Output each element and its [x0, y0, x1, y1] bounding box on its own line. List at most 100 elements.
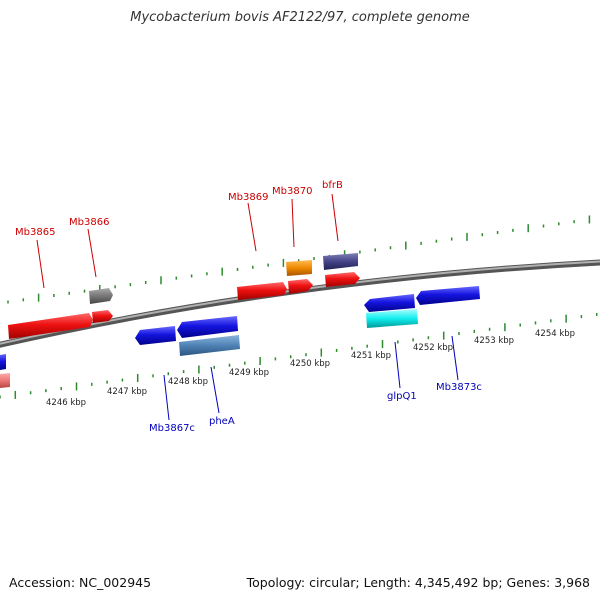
reverse-genes — [0, 286, 480, 388]
gene-label-mb3865[interactable]: Mb3865 — [15, 227, 55, 238]
gene-bfrb[interactable] — [325, 272, 360, 287]
track-tick — [14, 390, 17, 399]
leader-lines — [36, 193, 459, 421]
track-tick — [289, 355, 292, 359]
gene-mb3869[interactable] — [237, 282, 287, 300]
gene-phea-blue[interactable] — [177, 316, 238, 338]
track-tick — [175, 276, 178, 280]
track-tick — [7, 300, 9, 304]
gene-label-mb3869[interactable]: Mb3869 — [228, 192, 268, 203]
gene-glpq1-blue[interactable] — [364, 294, 415, 312]
track-tick — [68, 291, 70, 295]
leader-line — [331, 193, 339, 242]
track-tick — [297, 259, 300, 263]
ruler-label: 4251 kbp — [351, 351, 391, 361]
gene-label-bfrb[interactable]: bfrB — [322, 180, 343, 191]
gene-edge-pink[interactable] — [0, 373, 10, 388]
track-tick — [53, 293, 55, 297]
gene-mb3866[interactable] — [89, 288, 113, 304]
track-tick — [29, 391, 32, 395]
gene-mb3865[interactable] — [8, 313, 93, 339]
gene-edge-blue[interactable] — [0, 354, 6, 370]
track-tick — [558, 222, 560, 226]
gene-label-phea[interactable]: pheA — [209, 416, 235, 427]
track-tick — [420, 241, 422, 245]
track-tick — [351, 346, 353, 350]
track-tick — [527, 224, 529, 233]
track-tick — [496, 231, 499, 235]
ruler-label: 4253 kbp — [474, 336, 514, 346]
leader-line — [163, 374, 170, 421]
track-tick — [60, 387, 62, 391]
track-tick — [374, 248, 376, 252]
leader-line — [451, 335, 459, 381]
gene-mb3866-arrow[interactable] — [92, 310, 113, 323]
ruler-label: 4249 kbp — [229, 368, 269, 378]
gene-mb3870[interactable] — [288, 279, 313, 294]
track-tick — [313, 257, 315, 261]
track-tick — [198, 365, 200, 374]
leader-line — [210, 366, 220, 414]
track-tick — [252, 265, 254, 269]
track-tick — [160, 276, 162, 285]
track-tick — [121, 378, 124, 382]
track-tick — [412, 338, 414, 342]
track-tick — [83, 289, 86, 293]
track-tick — [206, 272, 208, 276]
track-tick — [305, 353, 307, 357]
gene-bfrb-top[interactable] — [323, 253, 358, 270]
track-tick — [427, 336, 430, 340]
gene-label-mb3873c[interactable]: Mb3873c — [436, 382, 482, 393]
gene-mb3873c[interactable] — [416, 286, 480, 305]
leader-line — [36, 239, 45, 289]
track-tick — [335, 348, 338, 352]
ruler-label: 4254 kbp — [535, 329, 575, 339]
track-tick — [320, 348, 323, 357]
gene-label-mb3867c[interactable]: Mb3867c — [149, 423, 195, 434]
track-tick — [129, 283, 132, 287]
track-tick — [450, 237, 453, 241]
track-tick — [259, 357, 261, 366]
gene-label-mb3866[interactable]: Mb3866 — [69, 217, 109, 228]
track-tick — [435, 239, 438, 243]
ruler-label: 4250 kbp — [290, 359, 330, 369]
track-tick — [442, 331, 445, 340]
track-tick — [550, 319, 552, 323]
gene-label-mb3870[interactable]: Mb3870 — [272, 186, 312, 197]
track-tick — [389, 246, 392, 250]
forward-genes — [8, 253, 360, 339]
track-tick — [573, 220, 575, 224]
track-tick — [228, 363, 231, 367]
track-tick — [519, 323, 521, 327]
track-tick — [359, 250, 361, 254]
track-tick — [366, 344, 368, 348]
gene-phea[interactable] — [179, 335, 240, 356]
track-tick — [236, 267, 239, 271]
gene-glpq1[interactable] — [366, 309, 418, 328]
track-tick — [99, 284, 101, 293]
track-tick — [106, 380, 108, 384]
track-tick — [274, 357, 277, 361]
track-tick — [37, 293, 40, 302]
leader-line — [291, 198, 295, 248]
gene-mb3870-top[interactable] — [286, 260, 312, 276]
track-tick — [458, 332, 460, 335]
track-tick — [381, 340, 384, 349]
track-tick — [221, 267, 223, 276]
ruler-label: 4246 kbp — [46, 398, 86, 408]
track-tick — [0, 395, 1, 399]
track-tick — [244, 361, 246, 365]
track-tick — [91, 382, 93, 386]
track-tick — [167, 372, 170, 376]
track-tick — [481, 233, 484, 237]
track-tick — [213, 365, 215, 369]
track-tick — [466, 232, 468, 241]
track-tick — [45, 389, 47, 393]
track-tick — [152, 374, 154, 378]
gene-label-glpq1[interactable]: glpQ1 — [387, 391, 417, 402]
map-title: Mycobacterium bovis AF2122/97, complete … — [130, 10, 470, 25]
track-tick — [282, 258, 285, 267]
gene-mb3867c[interactable] — [135, 326, 176, 345]
accession-text: Accession: NC_002945 — [9, 575, 152, 590]
